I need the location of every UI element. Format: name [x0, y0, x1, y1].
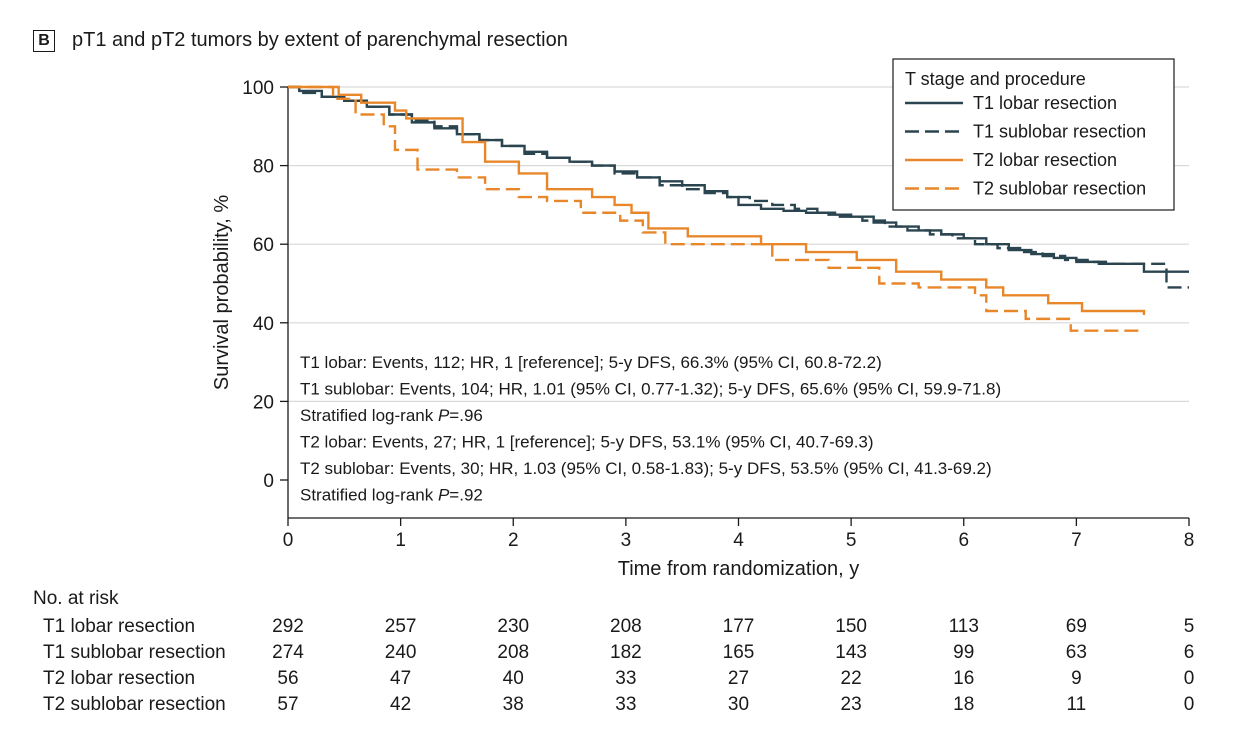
stats-annotation-line: T1 sublobar: Events, 104; HR, 1.01 (95% … [300, 380, 1001, 399]
risk-cell: 177 [722, 616, 755, 637]
survival-curves [288, 85, 1189, 332]
risk-cell: 208 [497, 642, 530, 663]
curve-t2-lobar-resection [288, 85, 1146, 315]
x-tick-label: 0 [283, 530, 294, 551]
risk-cell: 150 [835, 616, 867, 637]
risk-row-label: T1 lobar resection [43, 616, 196, 637]
y-tick-label: 20 [253, 392, 274, 413]
y-tick-label: 80 [253, 157, 274, 178]
y-tick-label: 60 [253, 235, 274, 256]
x-axis-title: Time from randomization, y [618, 558, 860, 580]
risk-row-label: T2 lobar resection [43, 668, 196, 689]
risk-cell: 6 [1183, 642, 1195, 663]
panel-title: pT1 and pT2 tumors by extent of parenchy… [72, 29, 568, 51]
risk-cell: 33 [615, 694, 637, 715]
risk-cell: 182 [610, 642, 642, 663]
risk-cell: 0 [1183, 668, 1195, 689]
risk-cell: 69 [1065, 616, 1087, 637]
y-axis-title: Survival probability, % [211, 195, 233, 390]
risk-cell: 11 [1066, 694, 1087, 715]
risk-cell: 18 [953, 694, 975, 715]
risk-cell: 274 [272, 642, 304, 663]
risk-cell: 63 [1065, 642, 1087, 663]
curve-t2-sublobar-resection [288, 85, 1144, 332]
risk-cell: 230 [497, 616, 530, 637]
risk-row-label: T1 sublobar resection [43, 642, 226, 663]
legend: T stage and procedure T1 lobar resection T… [892, 58, 1175, 211]
y-tick-label: 100 [242, 78, 274, 99]
legend-entry-label: T1 sublobar resection [973, 122, 1146, 142]
risk-cell: 99 [953, 642, 975, 663]
risk-cell: 9 [1071, 668, 1082, 689]
risk-cell: 42 [390, 694, 412, 715]
risk-cell: 22 [840, 668, 862, 689]
x-tick-label: 8 [1184, 530, 1195, 551]
y-tick-label: 0 [263, 471, 274, 492]
risk-cell: 292 [272, 616, 304, 637]
stats-annotation-line: T2 lobar: Events, 27; HR, 1 [reference];… [300, 433, 874, 452]
risk-row-label: T2 sublobar resection [43, 694, 226, 715]
risk-cell: 240 [384, 642, 417, 663]
x-tick-label: 4 [733, 530, 744, 551]
risk-cell: 16 [953, 668, 975, 689]
x-tick-label: 5 [846, 530, 857, 551]
risk-cell: 165 [722, 642, 755, 663]
risk-cell: 5 [1183, 616, 1195, 637]
risk-cell: 40 [502, 668, 524, 689]
risk-cell: 208 [610, 616, 642, 637]
x-tick-label: 2 [508, 530, 519, 551]
panel-label: B [33, 30, 55, 52]
axes: 0 20 40 60 80 100 0 1 2 3 4 5 6 7 8 Time from randomiza… [211, 78, 1194, 580]
stats-annotation-line: Stratified log-rank P=.96 [300, 406, 483, 425]
stats-annotation-line: T2 sublobar: Events, 30; HR, 1.03 (95% C… [300, 459, 992, 478]
legend-entry-label: T1 lobar resection [973, 93, 1117, 113]
curve-t1-sublobar-resection [288, 85, 1189, 289]
risk-cell: 30 [727, 694, 750, 715]
survival-chart: 0 20 40 60 80 100 0 1 2 3 4 5 6 7 8 Time from randomiza… [211, 58, 1194, 580]
x-tick-label: 6 [958, 530, 969, 551]
risk-cell: 0 [1183, 694, 1195, 715]
risk-cell: 143 [835, 642, 867, 663]
risk-cell: 56 [277, 668, 299, 689]
x-tick-label: 1 [395, 530, 406, 551]
risk-cell: 257 [384, 616, 417, 637]
risk-cell: 27 [727, 668, 750, 689]
x-tick-label: 7 [1071, 530, 1082, 551]
risk-cell: 113 [948, 616, 979, 637]
risk-table-header: No. at risk [33, 588, 119, 609]
risk-cell: 23 [840, 694, 862, 715]
stats-annotation-line: T1 lobar: Events, 112; HR, 1 [reference]… [300, 353, 882, 372]
risk-cell: 57 [277, 694, 299, 715]
x-tick-label: 3 [621, 530, 632, 551]
stats-annotations: T1 lobar: Events, 112; HR, 1 [reference]… [300, 353, 1001, 505]
stats-annotation-line: Stratified log-rank P=.92 [300, 486, 483, 505]
legend-entry-label: T2 lobar resection [973, 150, 1117, 170]
risk-cell: 33 [615, 668, 637, 689]
risk-cell: 38 [502, 694, 524, 715]
y-tick-label: 40 [253, 314, 274, 335]
legend-title: T stage and procedure [905, 69, 1086, 89]
risk-cell: 47 [390, 668, 412, 689]
legend-box [892, 58, 1175, 211]
legend-entry-label: T2 sublobar resection [973, 179, 1146, 199]
